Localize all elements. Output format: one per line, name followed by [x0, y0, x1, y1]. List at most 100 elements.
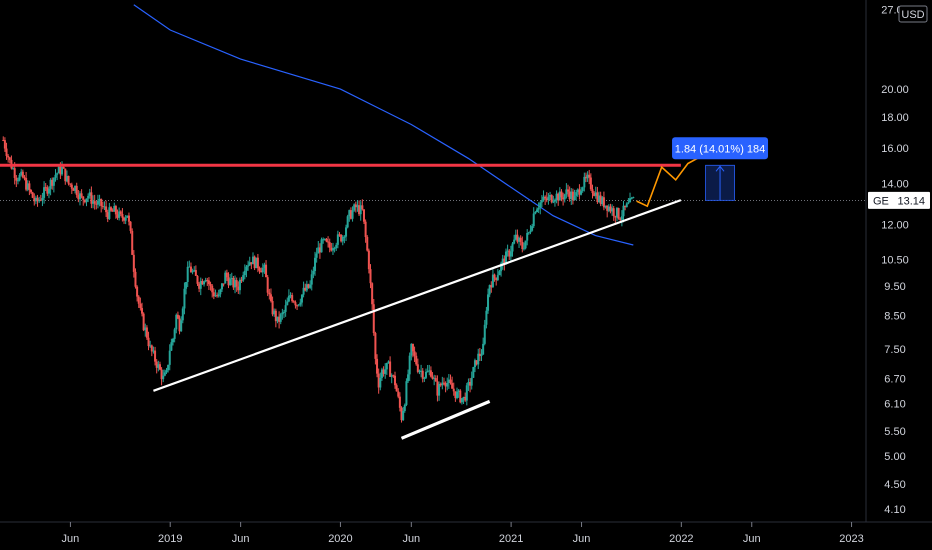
candle-body	[506, 250, 509, 252]
candle-body	[359, 205, 362, 215]
candle-body	[168, 350, 171, 365]
secondary-trendline[interactable]	[400, 399, 491, 440]
candle-body	[609, 206, 612, 212]
candle-body	[209, 284, 212, 286]
y-axis[interactable]: 27.0020.0018.0016.0014.0012.0010.509.508…	[881, 5, 909, 516]
candle-body	[163, 372, 166, 376]
candle-body	[469, 382, 472, 386]
x-axis[interactable]: Jun 2019 Jun 2020 Jun 2021 Jun 2022 Jun 2023	[62, 522, 864, 545]
candle-body	[614, 216, 617, 218]
candle-body	[127, 215, 130, 222]
candle-body	[211, 285, 214, 293]
candle-body	[93, 201, 96, 204]
candle-body	[565, 189, 568, 195]
candle-body	[220, 283, 223, 290]
candle-body	[25, 178, 28, 190]
candle-body	[586, 174, 589, 179]
candle-body	[518, 237, 521, 242]
candle-body	[496, 275, 499, 281]
candle-body	[611, 208, 614, 212]
candle-body	[185, 281, 188, 289]
candle-body	[121, 213, 124, 218]
candle-body	[372, 304, 375, 334]
candle-body	[539, 202, 542, 208]
candle-body	[41, 197, 44, 201]
candle-body	[109, 207, 113, 211]
candle-body	[7, 155, 10, 158]
candle-body	[154, 350, 157, 362]
drawings-layer[interactable]	[0, 154, 735, 440]
candle-body	[157, 364, 160, 368]
candle-body	[114, 206, 117, 215]
candle-body	[304, 287, 307, 291]
candle-body	[56, 173, 59, 175]
candle-body	[21, 171, 24, 178]
candle-body	[480, 354, 483, 357]
candle-body	[376, 358, 379, 374]
candle-body	[250, 262, 253, 265]
candle-body	[269, 294, 272, 301]
candle-body	[36, 197, 39, 202]
candle-body	[87, 195, 90, 199]
candle-body	[371, 283, 374, 305]
candle-body	[113, 206, 116, 212]
candle-body	[436, 381, 439, 396]
y-tick-label: 4.50	[884, 479, 905, 491]
candle-body	[524, 240, 527, 249]
candle-body	[535, 209, 539, 212]
support-trendline[interactable]	[153, 199, 682, 392]
candle-body	[490, 285, 493, 288]
candle-body	[198, 283, 201, 289]
x-tick-label: 2020	[328, 533, 352, 545]
candle-body	[286, 301, 289, 306]
candle-body	[77, 195, 80, 200]
candle-body	[95, 203, 98, 205]
candle-body	[575, 192, 578, 196]
candle-body	[158, 364, 161, 370]
candle-body	[61, 166, 64, 175]
candle-body	[204, 279, 207, 282]
candle-body	[335, 244, 338, 249]
candle-body	[230, 277, 233, 280]
currency-box: USD	[898, 5, 928, 23]
candle-body	[136, 286, 139, 297]
candle-body	[467, 382, 470, 386]
candle-body	[124, 217, 127, 221]
projection-path[interactable]	[636, 154, 703, 208]
candle-body	[186, 266, 189, 282]
candle-body	[470, 377, 473, 386]
y-tick-label: 20.00	[881, 84, 909, 96]
candle-body	[307, 284, 310, 288]
candle-body	[629, 198, 632, 203]
candle-body	[377, 373, 380, 388]
candle-body	[384, 369, 387, 374]
candle-body	[493, 274, 496, 278]
candle-body	[134, 271, 137, 287]
candle-body	[315, 253, 318, 258]
candle-body	[199, 281, 202, 289]
measure-label: 1.84 (14.01%) 184	[672, 137, 769, 160]
candle-body	[558, 191, 561, 201]
candle-body	[519, 237, 522, 242]
candle-body	[309, 284, 312, 288]
moving-average-line	[133, 4, 634, 246]
candle-body	[261, 267, 264, 273]
candle-body	[566, 189, 570, 192]
candle-body	[418, 370, 421, 372]
candle-body	[123, 217, 126, 221]
candle-body	[483, 324, 486, 344]
candle-body	[328, 242, 331, 248]
candle-body	[439, 383, 442, 386]
candle-body	[560, 191, 563, 198]
candle-body	[423, 377, 426, 379]
candle-body	[229, 279, 232, 286]
candle-body	[100, 198, 103, 206]
candle-body	[150, 345, 153, 352]
candle-body	[103, 206, 106, 208]
candle-body	[69, 183, 72, 185]
candle-body	[570, 191, 573, 200]
candle-body	[47, 188, 50, 194]
candle-body	[274, 310, 277, 322]
